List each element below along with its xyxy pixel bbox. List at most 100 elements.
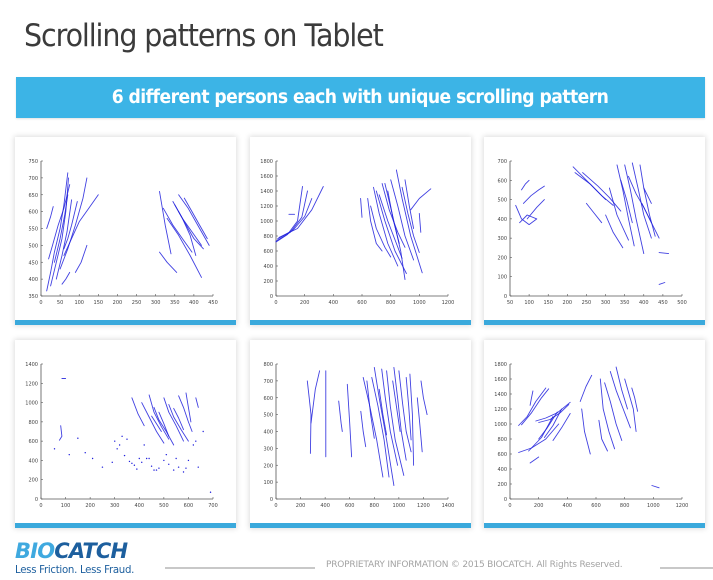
x-tick-label: 600 — [357, 300, 367, 306]
x-tick-label: 500 — [677, 300, 687, 306]
y-tick-label: 550 — [28, 227, 38, 233]
x-tick-label: 400 — [639, 300, 649, 306]
y-tick-label: 400 — [263, 430, 273, 436]
y-tick-label: 0 — [35, 497, 38, 503]
scroll-strokes — [275, 169, 432, 280]
x-tick-label: 800 — [370, 503, 380, 509]
x-tick-label: 400 — [329, 300, 339, 306]
chart-panel-4: 0 200 400 600 800 1000 1200 1400 0 100 200 300 400 50… — [15, 340, 236, 528]
y-tick-label: 200 — [28, 478, 38, 484]
y-tick-label: 400 — [28, 277, 38, 283]
x-tick-label: 400 — [320, 503, 330, 509]
y-tick-label: 0 — [504, 294, 507, 300]
y-tick-label: 650 — [28, 193, 38, 199]
y-tick-label: 400 — [28, 458, 38, 464]
panel-accent-strip — [15, 523, 236, 528]
x-tick-label: 400 — [563, 503, 573, 509]
slide-title: Scrolling patterns on Tablet — [24, 18, 384, 54]
x-tick-label: 100 — [74, 300, 84, 306]
y-tick-label: 1000 — [494, 422, 507, 428]
y-tick-label: 500 — [263, 413, 273, 419]
y-tick-label: 600 — [263, 249, 273, 255]
y-tick-label: 400 — [497, 467, 507, 473]
scatter-plot: 0 200 400 600 800 1000 1200 1400 1600 1800 0 200 400… — [494, 362, 688, 509]
y-tick-label: 1600 — [260, 174, 273, 180]
y-tick-label: 600 — [28, 439, 38, 445]
x-tick-label: 700 — [208, 503, 218, 509]
x-tick-label: 300 — [110, 503, 120, 509]
x-tick-label: 600 — [591, 503, 601, 509]
x-tick-label: 350 — [170, 300, 180, 306]
y-tick-label: 1000 — [260, 219, 273, 225]
x-tick-label: 400 — [189, 300, 199, 306]
y-tick-label: 1200 — [260, 204, 273, 210]
y-tick-label: 600 — [497, 452, 507, 458]
x-tick-label: 1000 — [647, 503, 660, 509]
y-tick-label: 200 — [497, 255, 507, 261]
y-tick-label: 300 — [497, 236, 507, 242]
x-tick-label: 450 — [658, 300, 668, 306]
y-tick-label: 0 — [504, 497, 507, 503]
y-tick-label: 600 — [28, 210, 38, 216]
y-tick-label: 1400 — [494, 392, 507, 398]
x-tick-label: 150 — [543, 300, 553, 306]
panel-accent-strip — [250, 320, 471, 325]
x-tick-label: 600 — [184, 503, 194, 509]
x-tick-label: 600 — [345, 503, 355, 509]
y-tick-label: 1400 — [25, 362, 38, 368]
x-tick-label: 200 — [296, 503, 306, 509]
x-tick-label: 150 — [94, 300, 104, 306]
x-tick-label: 50 — [507, 300, 513, 306]
x-tick-label: 200 — [534, 503, 544, 509]
y-tick-label: 300 — [263, 446, 273, 452]
x-tick-label: 0 — [274, 503, 277, 509]
y-tick-label: 350 — [28, 294, 38, 300]
x-tick-label: 300 — [151, 300, 161, 306]
x-tick-label: 50 — [57, 300, 63, 306]
x-tick-label: 200 — [563, 300, 573, 306]
panel-accent-strip — [15, 320, 236, 325]
y-tick-label: 800 — [497, 437, 507, 443]
y-tick-label: 1400 — [260, 189, 273, 195]
x-tick-label: 500 — [159, 503, 169, 509]
x-tick-label: 1200 — [442, 300, 455, 306]
banner-text: 6 different persons each with unique scr… — [112, 87, 609, 108]
y-tick-label: 500 — [497, 198, 507, 204]
y-tick-label: 800 — [263, 362, 273, 368]
y-tick-label: 450 — [28, 260, 38, 266]
scatter-plot: 0 200 400 600 800 1000 1200 1400 0 100 200 300 400 50… — [25, 362, 218, 509]
scatter-plot: 0 200 400 600 800 1000 1200 1400 1600 1800 0 200 400… — [260, 159, 455, 306]
y-tick-label: 100 — [497, 275, 507, 281]
x-tick-label: 0 — [39, 503, 42, 509]
panel-accent-strip — [484, 523, 705, 528]
y-tick-label: 700 — [28, 176, 38, 182]
x-tick-label: 400 — [135, 503, 145, 509]
x-tick-label: 0 — [508, 503, 511, 509]
footer-divider-right — [660, 567, 713, 569]
logo-tagline: Less Friction. Less Fraud. — [15, 564, 135, 576]
y-tick-label: 0 — [270, 294, 273, 300]
x-tick-label: 100 — [524, 300, 534, 306]
chart-panel-6: 0 200 400 600 800 1000 1200 1400 1600 1800 0 200 400… — [484, 340, 705, 528]
x-tick-label: 200 — [300, 300, 310, 306]
x-tick-label: 800 — [386, 300, 396, 306]
x-tick-label: 1000 — [413, 300, 426, 306]
copyright-notice: PROPRIETARY INFORMATION © 2015 BIOCATCH.… — [326, 560, 623, 570]
chart-panel-5: 0 100 200 300 400 500 600 700 800 0 200 400 600 800 10… — [250, 340, 471, 528]
scroll-strokes — [53, 378, 212, 493]
y-tick-label: 400 — [263, 264, 273, 270]
chart-panel-3: 0 100 200 300 400 500 600 700 50 100 150 200 250 300 3… — [484, 137, 705, 325]
y-tick-label: 800 — [28, 420, 38, 426]
y-tick-label: 1200 — [494, 407, 507, 413]
scroll-strokes — [515, 162, 670, 285]
scroll-strokes — [518, 366, 660, 489]
x-tick-label: 1400 — [442, 503, 455, 509]
logo-wordmark: BIOCATCH — [15, 539, 128, 563]
y-tick-label: 1800 — [260, 159, 273, 165]
y-tick-label: 750 — [28, 159, 38, 165]
x-tick-label: 250 — [582, 300, 592, 306]
x-tick-label: 0 — [274, 300, 277, 306]
x-tick-label: 350 — [620, 300, 630, 306]
y-tick-label: 400 — [497, 217, 507, 223]
y-tick-label: 1000 — [25, 401, 38, 407]
